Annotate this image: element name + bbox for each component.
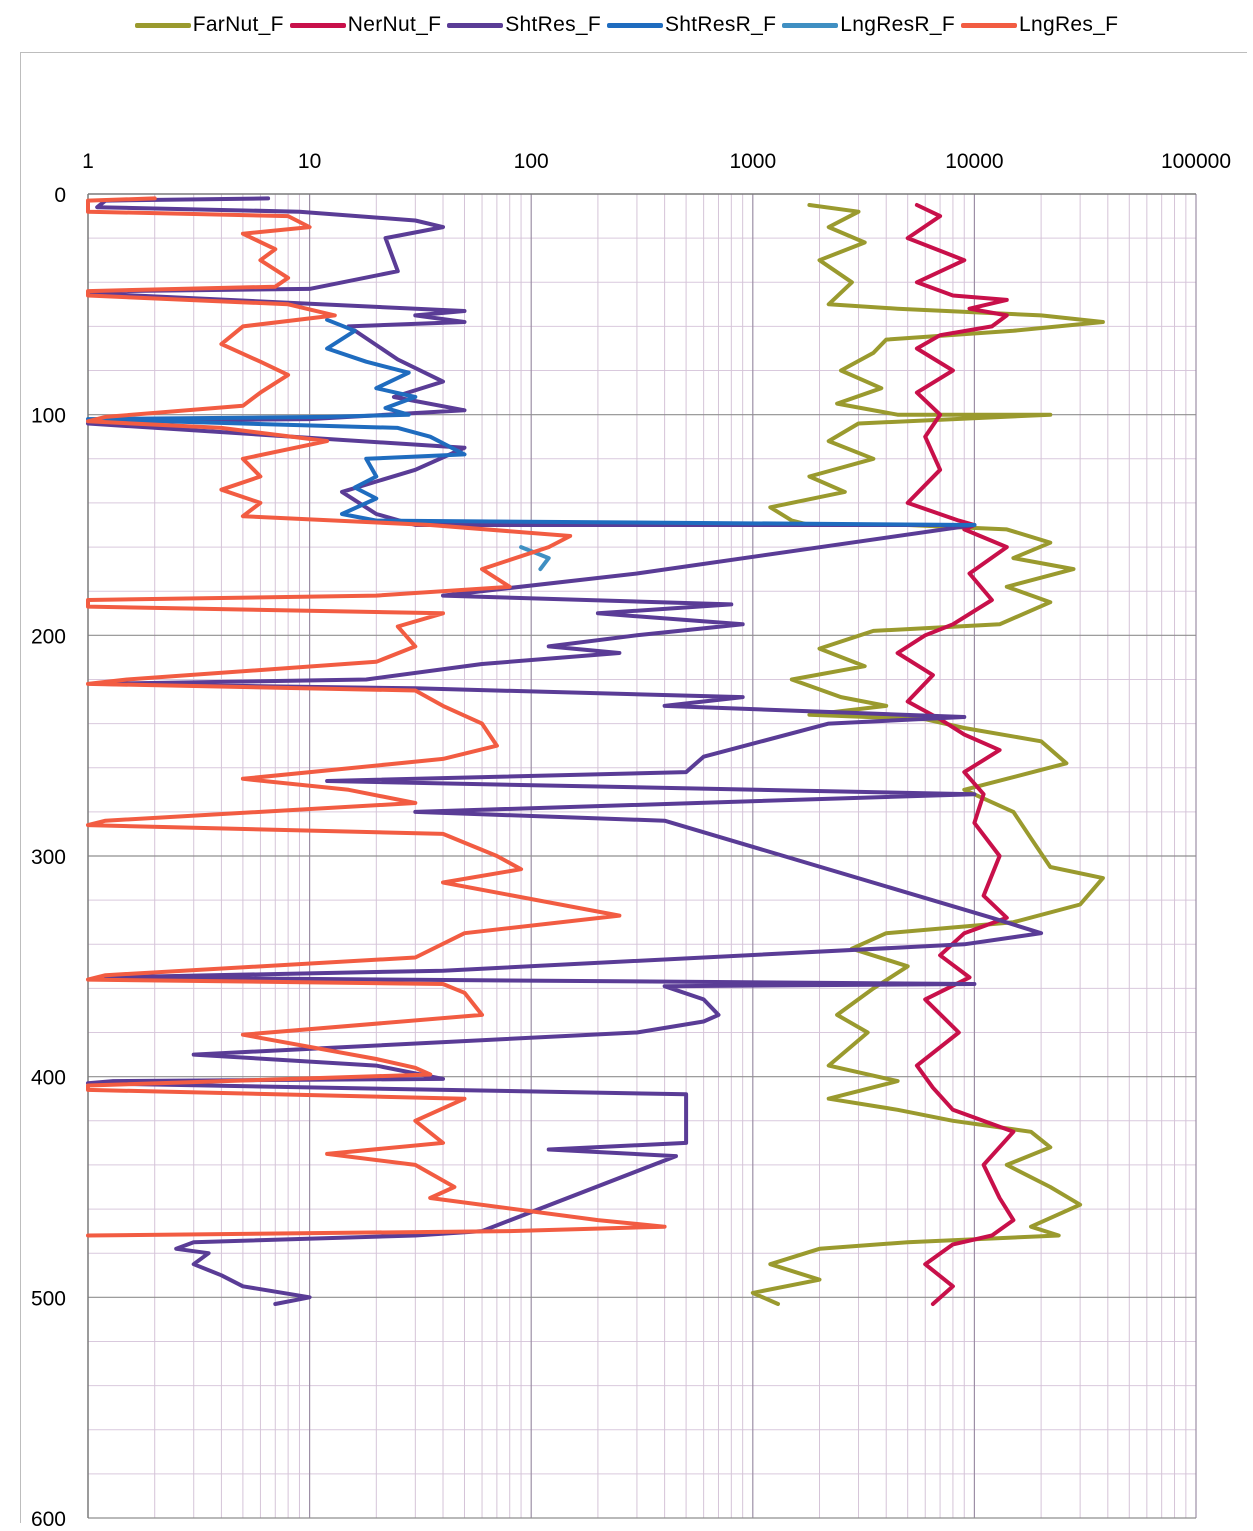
legend-label: LngRes_F [1019,13,1119,36]
series-line-lngres-f [86,196,667,1238]
legend-swatch [782,22,839,28]
legend-swatch [607,22,663,28]
legend-label: ShtRes_F [505,13,601,36]
legend-swatch [289,22,346,28]
chart-legend: FarNut_F NerNut_F ShtRes_F ShtResR_F LngResR… [0,8,1253,42]
legend-item: FarNut_F [134,13,284,37]
legend-swatch [447,22,504,28]
x-tick-label: 1000 [729,150,776,173]
y-tick-label: 300 [31,846,66,869]
legend-item: LngResR_F [782,13,955,37]
x-tick-label: 10 [298,150,321,173]
legend-item: ShtRes_F [447,13,601,37]
y-tick-label: 400 [31,1067,66,1090]
legend-item: LngRes_F [961,13,1118,37]
series-line-farnut-f [750,203,1105,1306]
x-tick-label: 100 [514,150,549,173]
y-tick-label: 200 [31,625,66,648]
legend-label: ShtResR_F [665,13,777,36]
y-tick-label: 0 [54,184,66,207]
legend-swatch [134,22,191,28]
series-line-shtresr-f [86,317,977,527]
legend-label: FarNut_F [192,13,284,36]
legend-label: LngResR_F [840,13,956,36]
legend-label: NerNut_F [347,13,442,36]
x-tick-label: 100000 [1161,150,1231,173]
legend-swatch [961,22,1018,28]
y-tick-label: 100 [31,405,66,428]
y-tick-label: 600 [31,1508,66,1531]
chart-frame [20,52,1247,1523]
series-line-lngresr-f [519,545,551,572]
series-line-nernut-f [895,203,1016,1306]
y-tick-label: 500 [31,1287,66,1310]
legend-item: NerNut_F [289,13,442,37]
legend-item: ShtResR_F [607,13,776,37]
x-tick-label: 10000 [945,150,1003,173]
x-tick-label: 1 [82,150,94,173]
series-line-shtres-f [86,196,1044,1306]
